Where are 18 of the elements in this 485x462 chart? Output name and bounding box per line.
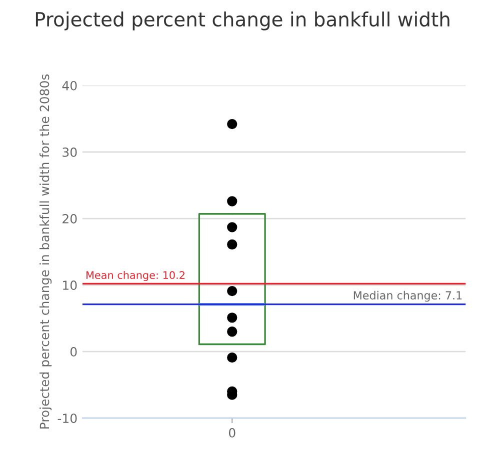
y-tick-label: 0: [70, 347, 77, 357]
point: [227, 352, 238, 363]
ref-line-label: Mean change: 10.2: [86, 270, 184, 282]
ref-line-label: Median change: 7.1: [354, 290, 462, 302]
point: [227, 118, 238, 130]
point: [227, 312, 238, 323]
y-tick-label: 10: [63, 280, 77, 290]
y-tick-label: 20: [62, 214, 77, 224]
y-tick-label: -10: [58, 414, 77, 424]
point: [227, 222, 238, 232]
chart-title: Projected percent change in bankfull width: [36, 12, 450, 30]
point: [227, 326, 238, 337]
point: [227, 239, 238, 250]
y-tick-label: 30: [62, 147, 77, 157]
y-tick-label: 40: [62, 80, 77, 90]
point: [227, 286, 238, 296]
y-axis-title: Projected percent change in bankfull width for the 2080s: [40, 74, 52, 429]
point: [227, 196, 238, 206]
